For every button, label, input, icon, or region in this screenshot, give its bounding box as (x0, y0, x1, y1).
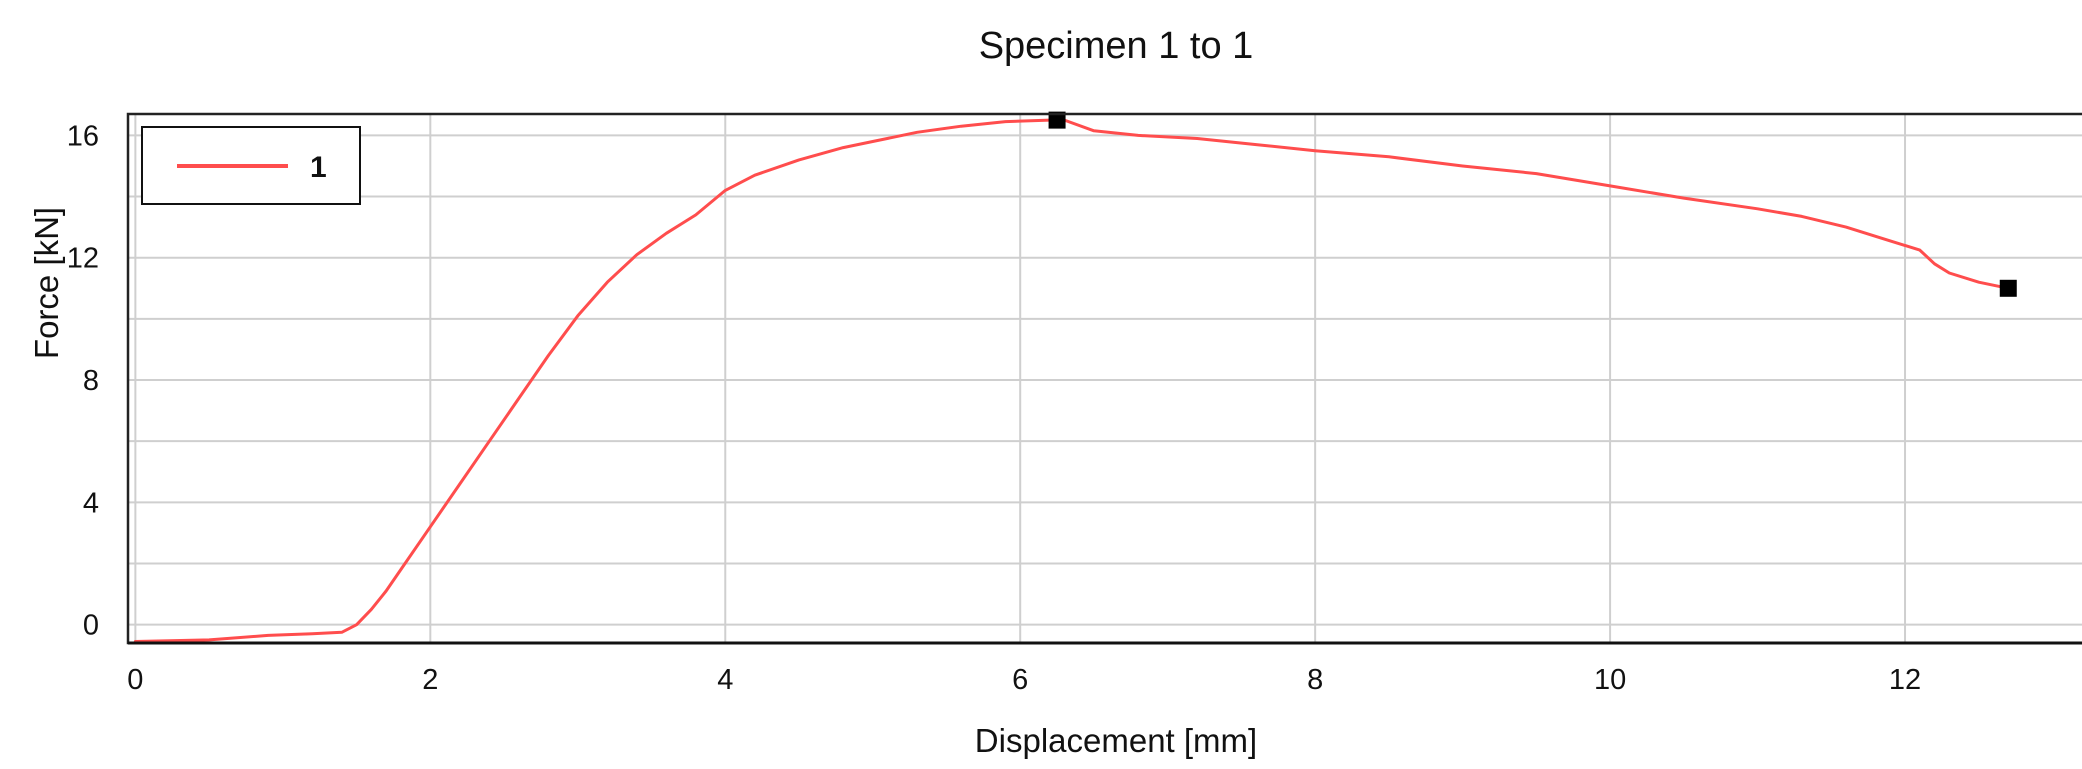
y-tick-label-2: 8 (83, 365, 99, 397)
y-tick-label-4: 16 (67, 120, 99, 152)
x-axis-label: Displacement [mm] (975, 722, 1257, 759)
x-tick-label-2: 4 (717, 664, 733, 696)
chart-title: Specimen 1 to 1 (979, 25, 1254, 67)
curve-layer (133, 118, 2010, 643)
y-axis-label: Force [kN] (28, 207, 65, 359)
series-line-1 (133, 118, 2010, 643)
frame-layer (126, 112, 2082, 645)
x-tick-label-4: 8 (1307, 664, 1323, 696)
y-tick-label-0: 0 (83, 610, 99, 642)
marker-layer (1048, 111, 2017, 297)
tick-layer: 0 2 4 6 8 10 12 0 4 8 12 16 (67, 120, 1921, 696)
legend: 1 (141, 126, 361, 205)
x-tick-label-0: 0 (127, 664, 143, 696)
legend-label-series-1: 1 (310, 151, 327, 184)
x-tick-label-1: 2 (422, 664, 438, 696)
square-marker-2 (1999, 279, 2017, 297)
y-tick-label-1: 4 (83, 487, 99, 519)
y-tick-label-3: 12 (67, 243, 99, 275)
x-tick-label-5: 10 (1594, 664, 1626, 696)
square-marker-1 (1048, 111, 1066, 129)
x-tick-label-6: 12 (1889, 664, 1921, 696)
grid-layer (128, 114, 2082, 643)
x-tick-label-3: 6 (1012, 664, 1028, 696)
